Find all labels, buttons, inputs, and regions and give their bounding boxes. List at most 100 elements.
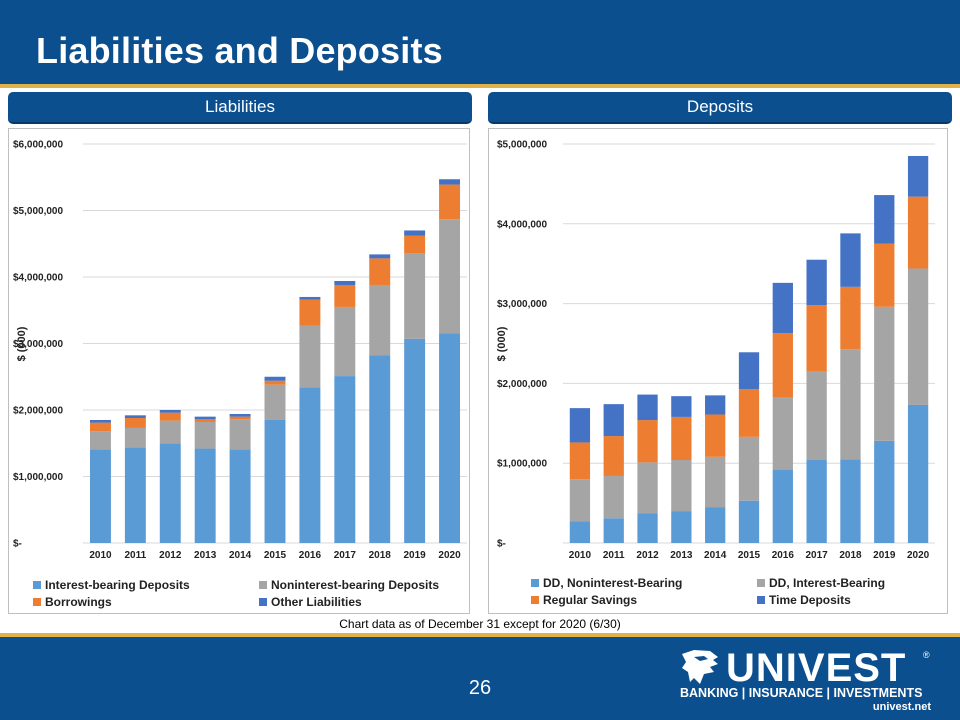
page-number: 26: [468, 677, 492, 699]
deposits-bar-time-deposits-2019: [874, 195, 895, 244]
deposits-bar-regular-savings-2013: [671, 416, 692, 461]
deposits-xtick-label: 2016: [772, 550, 795, 561]
deposits-chart-frame: $- $1,000,000 $2,000,000 $3,000,000 $4,000,0…: [488, 128, 948, 614]
liabilities-bar-other-liabilities-2010: [89, 419, 111, 423]
liabilities-ylabel: $ (000): [16, 326, 28, 361]
liabilities-bar-noninterest-bearing-deposits-2016: [299, 325, 321, 388]
deposits-bar-time-deposits-2012: [637, 394, 658, 421]
deposits-xtick-label: 2013: [670, 550, 693, 561]
liabilities-bar-interest-bearing-deposits-2015: [264, 419, 286, 543]
liabilities-bar-other-liabilities-2018: [369, 254, 391, 259]
liabilities-bar-other-liabilities-2012: [159, 410, 181, 413]
liabilities-xtick-label: 2017: [334, 550, 357, 561]
liabilities-legend-swatch: [33, 598, 41, 606]
deposits-xtick-label: 2012: [636, 550, 659, 561]
deposits-legend-swatch: [531, 596, 539, 604]
liabilities-bar-other-liabilities-2013: [194, 416, 216, 420]
panel-header-deposits: Deposits: [488, 92, 952, 124]
deposits-bar-dd-noninterest-bearing-2019: [874, 440, 895, 543]
liabilities-bar-borrowings-2011: [124, 417, 146, 428]
deposits-bar-dd-noninterest-bearing-2013: [671, 511, 692, 543]
liabilities-bar-borrowings-2018: [369, 258, 391, 285]
header-accent-line: [0, 84, 960, 88]
logo-url: univest.net: [872, 701, 931, 713]
liabilities-xtick-label: 2018: [369, 550, 392, 561]
deposits-bar-time-deposits-2013: [671, 396, 692, 417]
liabilities-bar-noninterest-bearing-deposits-2018: [369, 284, 391, 356]
liabilities-xtick-label: 2012: [159, 550, 182, 561]
logo-tagline: BANKING | INSURANCE | INVESTMENTS: [680, 686, 923, 700]
liabilities-legend-label: Other Liabilities: [271, 595, 362, 609]
eagle-icon: [682, 650, 718, 684]
liabilities-xtick-label: 2013: [194, 550, 217, 561]
liabilities-ytick-label: $-: [13, 539, 22, 550]
deposits-bar-dd-interest-bearing-2012: [637, 462, 658, 514]
deposits-bar-dd-interest-bearing-2018: [840, 349, 861, 460]
deposits-bar-dd-interest-bearing-2017: [806, 371, 827, 461]
liabilities-xtick-label: 2020: [438, 550, 461, 561]
deposits-bar-dd-interest-bearing-2010: [569, 479, 591, 522]
deposits-bar-dd-interest-bearing-2014: [705, 456, 726, 508]
liabilities-bar-other-liabilities-2020: [439, 179, 461, 185]
deposits-xtick-label: 2018: [839, 550, 862, 561]
deposits-bar-dd-noninterest-bearing-2020: [907, 404, 929, 543]
deposits-ytick-label: $4,000,000: [497, 219, 547, 230]
liabilities-bar-borrowings-2013: [194, 419, 216, 422]
liabilities-bar-borrowings-2010: [89, 422, 111, 432]
liabilities-bar-noninterest-bearing-deposits-2010: [89, 431, 111, 450]
deposits-bar-regular-savings-2015: [738, 388, 760, 437]
deposits-bar-dd-noninterest-bearing-2018: [840, 459, 861, 543]
deposits-bar-regular-savings-2020: [907, 196, 929, 269]
liabilities-xtick-label: 2014: [229, 550, 252, 561]
liabilities-bar-other-liabilities-2016: [299, 296, 321, 300]
deposits-bar-dd-noninterest-bearing-2010: [569, 521, 591, 543]
panel-header-liabilities: Liabilities: [8, 92, 472, 124]
liabilities-bar-borrowings-2020: [439, 184, 461, 220]
deposits-bar-time-deposits-2015: [738, 352, 760, 389]
deposits-bar-dd-interest-bearing-2013: [671, 460, 692, 512]
liabilities-bar-interest-bearing-deposits-2019: [404, 338, 426, 543]
deposits-bar-dd-interest-bearing-2011: [603, 475, 624, 519]
liabilities-bar-interest-bearing-deposits-2010: [89, 449, 111, 543]
deposits-bar-dd-noninterest-bearing-2014: [705, 507, 726, 543]
deposits-bar-regular-savings-2017: [806, 305, 827, 372]
deposits-bar-dd-noninterest-bearing-2015: [738, 500, 760, 543]
header-bar: [0, 0, 960, 84]
deposits-bar-regular-savings-2018: [840, 286, 861, 350]
liabilities-bar-borrowings-2014: [229, 416, 251, 420]
liabilities-ytick-label: $3,000,000: [13, 339, 63, 350]
liabilities-bar-other-liabilities-2015: [264, 376, 286, 381]
deposits-bar-regular-savings-2019: [874, 243, 895, 307]
liabilities-bar-borrowings-2017: [334, 284, 356, 307]
deposits-bar-time-deposits-2011: [603, 404, 624, 437]
liabilities-bar-interest-bearing-deposits-2016: [299, 387, 321, 543]
liabilities-ytick-label: $5,000,000: [13, 206, 63, 217]
deposits-xtick-label: 2010: [569, 550, 592, 561]
liabilities-bar-other-liabilities-2019: [404, 230, 426, 236]
liabilities-legend-label: Interest-bearing Deposits: [45, 578, 190, 592]
deposits-chart: $- $1,000,000 $2,000,000 $3,000,000 $4,000,0…: [496, 140, 935, 607]
deposits-ytick-label: $5,000,000: [497, 140, 547, 151]
chart-footnote: Chart data as of December 31 except for …: [339, 617, 621, 631]
deposits-bar-time-deposits-2014: [705, 395, 726, 415]
deposits-xtick-label: 2020: [907, 550, 930, 561]
deposits-xtick-label: 2014: [704, 550, 727, 561]
deposits-bar-dd-noninterest-bearing-2017: [806, 460, 827, 543]
deposits-bar-dd-noninterest-bearing-2011: [603, 518, 624, 543]
deposits-ytick-label: $-: [497, 539, 506, 550]
deposits-legend-swatch: [757, 596, 765, 604]
liabilities-bar-borrowings-2015: [264, 380, 286, 385]
liabilities-legend-swatch: [259, 581, 267, 589]
deposits-bar-time-deposits-2020: [907, 155, 929, 197]
liabilities-xtick-label: 2019: [404, 550, 427, 561]
deposits-ytick-label: $1,000,000: [497, 459, 547, 470]
liabilities-bar-noninterest-bearing-deposits-2020: [439, 219, 461, 334]
liabilities-bar-interest-bearing-deposits-2014: [229, 449, 251, 543]
liabilities-bar-interest-bearing-deposits-2017: [334, 376, 356, 543]
liabilities-legend-label: Borrowings: [45, 595, 112, 609]
footer-bar: [0, 637, 960, 720]
deposits-bar-dd-noninterest-bearing-2016: [772, 469, 793, 543]
deposits-bar-regular-savings-2010: [569, 442, 591, 480]
liabilities-xtick-label: 2015: [264, 550, 287, 561]
deposits-legend-swatch: [531, 579, 539, 587]
